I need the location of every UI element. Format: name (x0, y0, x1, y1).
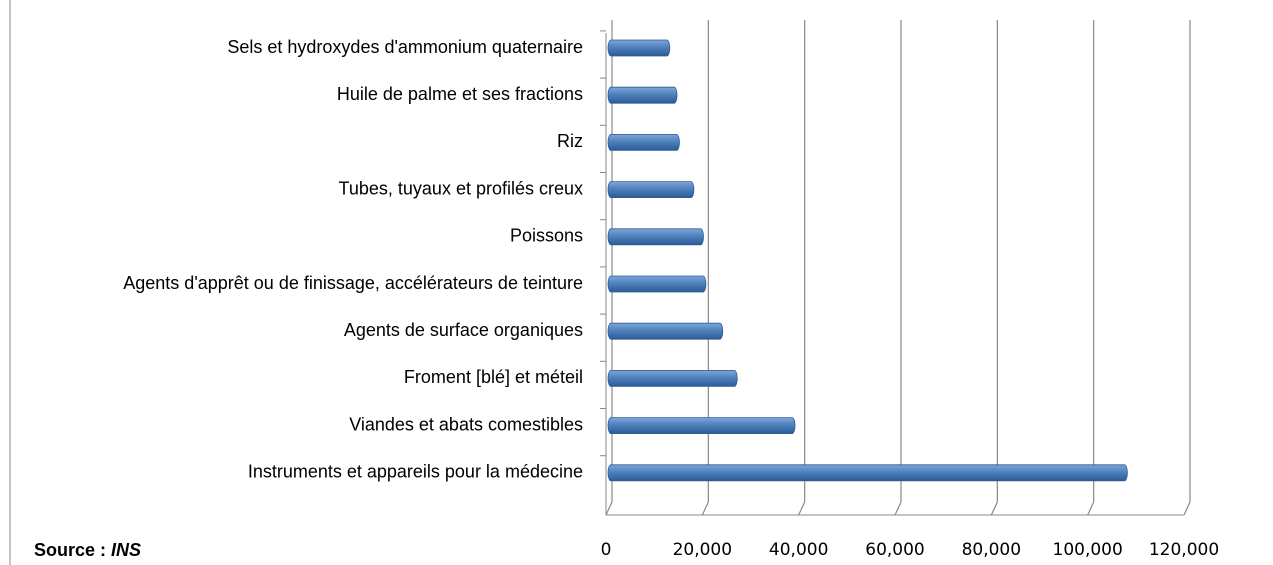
grid-line (1087, 20, 1095, 516)
x-tick-label: 60,000 (865, 540, 924, 560)
grid-line (990, 20, 998, 516)
y-tick-label: Instruments et appareils pour la médecin… (248, 462, 583, 482)
y-tick-label: Sels et hydroxydes d'ammonium quaternair… (227, 37, 583, 57)
bar (607, 134, 680, 151)
bar (607, 228, 704, 246)
x-tick-label: 100,000 (1053, 540, 1123, 560)
y-tick-label: Poissons (510, 226, 583, 246)
x-tick-label: 80,000 (962, 540, 1021, 560)
bar (607, 417, 796, 434)
bar (607, 86, 678, 104)
chart-border (9, 0, 11, 565)
grid-line (701, 20, 709, 516)
grid-line (798, 20, 806, 516)
x-tick-label: 120,000 (1149, 540, 1219, 560)
bar (607, 464, 1128, 482)
bar (607, 275, 707, 293)
bar (607, 39, 671, 57)
y-tick-label: Riz (557, 131, 583, 151)
y-tick-label: Agents de surface organiques (344, 320, 583, 340)
y-tick-label: Huile de palme et ses fractions (337, 84, 583, 104)
grid-line (1183, 20, 1191, 516)
source-label: Source : (34, 540, 106, 560)
x-tick-label: 0 (601, 540, 612, 560)
y-tick-label: Agents d'apprêt ou de finissage, accélér… (123, 273, 583, 293)
bar (607, 370, 738, 387)
bar (607, 181, 695, 198)
x-tick-label: 40,000 (769, 540, 828, 560)
grid-line (605, 20, 613, 516)
x-tick-label: 20,000 (673, 540, 732, 560)
y-tick-label: Viandes et abats comestibles (349, 414, 583, 434)
y-tick-label: Tubes, tuyaux et profilés creux (339, 178, 583, 198)
y-tick-label: Froment [blé] et méteil (404, 367, 583, 387)
bar (607, 322, 724, 340)
grid-line (894, 20, 902, 516)
source-name: INS (111, 540, 141, 560)
source: Source : INS (34, 540, 141, 560)
